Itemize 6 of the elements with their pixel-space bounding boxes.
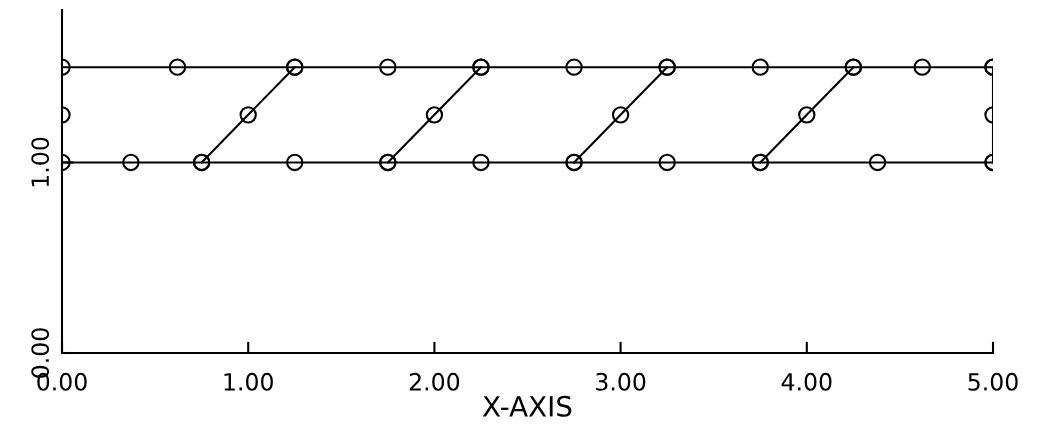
x-tick-label: 1.00 — [224, 372, 273, 391]
x-tick-label: 2.00 — [409, 372, 460, 391]
x-axis-title: X-AXIS — [482, 395, 572, 417]
x-tick-label: 4.00 — [781, 372, 832, 391]
x-tick-label: 3.00 — [596, 372, 646, 391]
x-tick-label: 5.00 — [968, 372, 1018, 391]
